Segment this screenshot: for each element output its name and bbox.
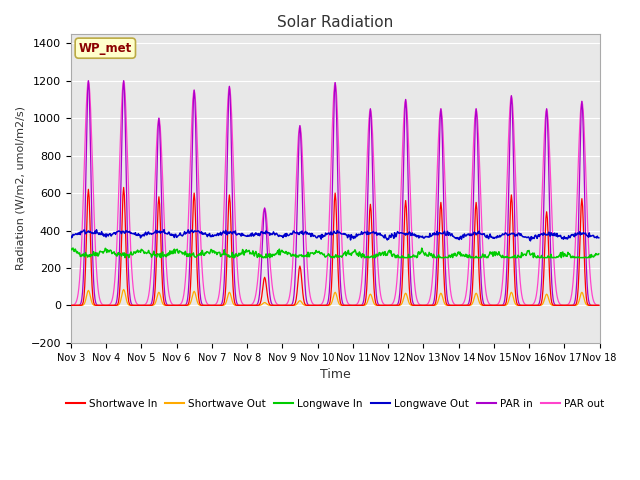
Y-axis label: Radiation (W/m2, umol/m2/s): Radiation (W/m2, umol/m2/s): [15, 107, 25, 270]
X-axis label: Time: Time: [320, 368, 351, 381]
Title: Solar Radiation: Solar Radiation: [277, 15, 393, 30]
Legend: Shortwave In, Shortwave Out, Longwave In, Longwave Out, PAR in, PAR out: Shortwave In, Shortwave Out, Longwave In…: [61, 395, 609, 413]
Text: WP_met: WP_met: [79, 42, 132, 55]
